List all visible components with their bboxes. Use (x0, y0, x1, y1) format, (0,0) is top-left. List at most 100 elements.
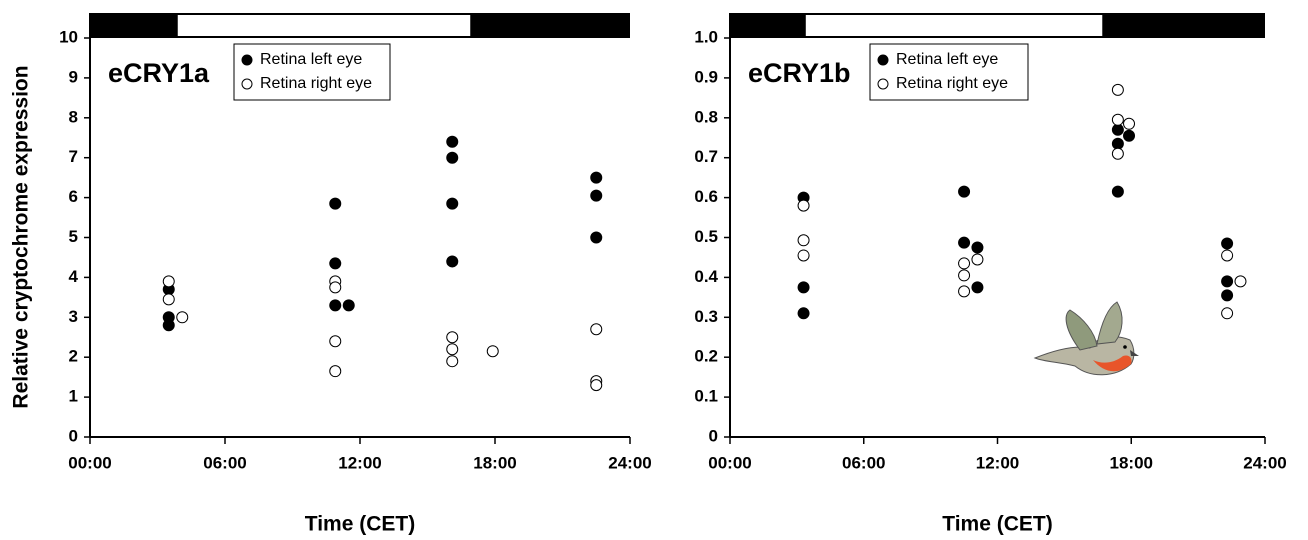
data-point (162, 319, 175, 332)
y-tick-label: 0.2 (694, 347, 718, 366)
y-tick-label: 0.7 (694, 147, 718, 166)
x-tick-label: 24:00 (608, 453, 651, 472)
y-tick-label: 2 (69, 347, 78, 366)
data-point (1221, 307, 1234, 320)
data-point (958, 185, 971, 198)
y-axis-label: Relative cryptochrome expression (10, 65, 33, 408)
data-point (162, 275, 175, 288)
data-point (446, 151, 459, 164)
data-point (329, 299, 342, 312)
data-point (797, 307, 810, 320)
x-tick-label: 00:00 (68, 453, 111, 472)
data-point (1221, 275, 1234, 288)
data-point (797, 249, 810, 262)
x-tick-label: 00:00 (708, 453, 751, 472)
data-point (329, 257, 342, 270)
legend-label: Retina right eye (260, 75, 372, 92)
y-tick-label: 0.6 (694, 187, 718, 206)
data-point (162, 293, 175, 306)
data-point (329, 281, 342, 294)
x-axis-label: Time (CET) (305, 513, 415, 536)
data-point (329, 335, 342, 348)
y-tick-label: 7 (69, 147, 78, 166)
data-point (958, 236, 971, 249)
legend-marker (877, 54, 889, 66)
data-point (446, 331, 459, 344)
data-point (797, 281, 810, 294)
data-point (1111, 83, 1124, 96)
x-tick-label: 24:00 (1243, 453, 1286, 472)
legend-marker (877, 78, 889, 90)
data-point (797, 199, 810, 212)
data-point (590, 323, 603, 336)
data-point (958, 269, 971, 282)
data-point (958, 257, 971, 270)
data-point (1123, 117, 1136, 130)
panel-title: eCRY1a (108, 58, 210, 88)
data-point (590, 231, 603, 244)
y-tick-label: 5 (69, 227, 78, 246)
data-point (1221, 249, 1234, 262)
x-tick-label: 18:00 (473, 453, 516, 472)
y-tick-label: 0 (69, 426, 78, 445)
y-tick-label: 0.5 (694, 227, 718, 246)
y-tick-label: 10 (59, 27, 78, 46)
legend-label: Retina right eye (896, 75, 1008, 92)
data-point (1111, 147, 1124, 160)
data-point (176, 311, 189, 324)
data-point (1234, 275, 1247, 288)
legend-label: Retina left eye (896, 51, 998, 68)
x-axis-label: Time (CET) (942, 513, 1052, 536)
data-point (1111, 185, 1124, 198)
y-tick-label: 0.8 (694, 107, 718, 126)
legend-box (233, 43, 391, 101)
light-phase-bar (177, 15, 471, 36)
legend-marker (241, 78, 253, 90)
x-tick-label: 18:00 (1110, 453, 1153, 472)
data-point (446, 355, 459, 368)
data-point (446, 135, 459, 148)
data-point (486, 345, 499, 358)
legend-marker (241, 54, 253, 66)
data-point (446, 197, 459, 210)
data-point (971, 281, 984, 294)
x-tick-label: 06:00 (842, 453, 885, 472)
x-tick-label: 12:00 (338, 453, 381, 472)
y-tick-label: 0 (709, 426, 718, 445)
data-point (1221, 237, 1234, 250)
data-point (446, 343, 459, 356)
panel-title: eCRY1b (748, 58, 851, 88)
data-point (342, 299, 355, 312)
data-point (1123, 129, 1136, 142)
light-phase-bar (805, 15, 1103, 36)
y-tick-label: 6 (69, 187, 78, 206)
data-point (590, 171, 603, 184)
data-point (329, 365, 342, 378)
data-point (1221, 289, 1234, 302)
data-point (1111, 123, 1124, 136)
y-tick-label: 0.4 (694, 267, 718, 286)
data-point (797, 234, 810, 247)
data-point (958, 285, 971, 298)
legend-box (869, 43, 1029, 101)
data-point (590, 379, 603, 392)
data-point (1111, 113, 1124, 126)
x-tick-label: 06:00 (203, 453, 246, 472)
data-point (329, 197, 342, 210)
y-tick-label: 4 (69, 267, 79, 286)
y-tick-label: 0.3 (694, 307, 718, 326)
y-tick-label: 9 (69, 67, 78, 86)
bird-illustration (1033, 301, 1139, 376)
y-tick-label: 0.1 (694, 387, 718, 406)
data-point (971, 253, 984, 266)
data-point (590, 189, 603, 202)
y-tick-label: 1.0 (694, 27, 718, 46)
y-tick-label: 3 (69, 307, 78, 326)
data-point (446, 255, 459, 268)
y-tick-label: 1 (69, 387, 78, 406)
legend-label: Retina left eye (260, 51, 362, 68)
data-point (1111, 137, 1124, 150)
y-tick-label: 0.9 (694, 67, 718, 86)
y-tick-label: 8 (69, 107, 78, 126)
